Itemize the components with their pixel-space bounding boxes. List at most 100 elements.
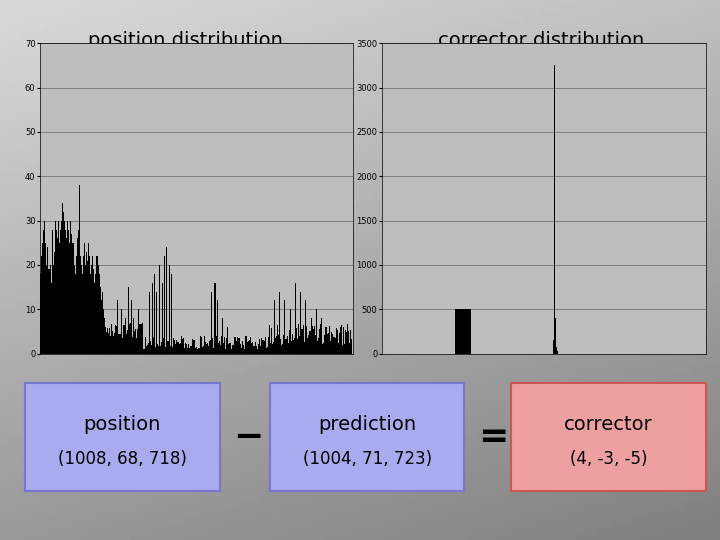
Bar (229, 343, 230, 354)
Bar (258, 345, 259, 354)
Text: −: − (233, 421, 264, 454)
Text: position distribution: position distribution (88, 31, 283, 50)
Text: (1008, 68, 718): (1008, 68, 718) (58, 450, 186, 468)
Bar (82, 274, 83, 354)
Bar (130, 323, 131, 354)
Bar (170, 346, 171, 354)
Bar (234, 336, 235, 354)
Text: corrector: corrector (564, 415, 653, 434)
Text: (1004, 71, 723): (1004, 71, 723) (302, 450, 432, 468)
Bar (187, 348, 189, 354)
Bar (189, 348, 191, 354)
Bar (249, 340, 250, 354)
Bar (136, 339, 138, 354)
Bar (156, 292, 157, 354)
Bar (85, 265, 86, 354)
Bar (96, 256, 97, 354)
Bar (312, 329, 314, 354)
Bar (109, 328, 110, 354)
Bar (57, 238, 58, 354)
Bar (149, 292, 150, 354)
Bar (168, 265, 170, 354)
Bar (194, 348, 196, 354)
Bar (326, 327, 327, 354)
Bar (254, 346, 255, 354)
Bar (327, 334, 328, 354)
Bar (201, 338, 202, 354)
Bar (280, 339, 282, 354)
Bar (251, 343, 252, 354)
Bar (152, 283, 153, 354)
Bar (42, 243, 43, 354)
Bar (113, 336, 114, 354)
Bar (46, 265, 48, 354)
Bar (335, 339, 336, 354)
Bar (148, 343, 149, 354)
Bar (310, 318, 312, 354)
Bar (198, 348, 199, 354)
Bar (155, 347, 156, 354)
Bar (75, 274, 76, 354)
Bar (287, 342, 289, 354)
Bar (55, 230, 57, 354)
Text: =: = (478, 421, 508, 454)
Bar (81, 265, 82, 354)
Bar (321, 318, 322, 354)
Bar (183, 338, 184, 354)
Bar (179, 345, 180, 354)
Bar (343, 327, 344, 354)
Bar (91, 265, 92, 354)
Bar (465, 309, 467, 354)
Bar (274, 300, 275, 354)
Bar (125, 318, 126, 354)
Bar (266, 347, 268, 354)
Bar (161, 342, 162, 354)
Bar (215, 336, 217, 354)
Bar (253, 346, 254, 354)
Bar (76, 238, 78, 354)
Bar (58, 221, 59, 354)
Bar (192, 340, 194, 354)
Bar (112, 331, 113, 354)
Bar (338, 333, 340, 354)
Bar (282, 344, 284, 354)
Bar (240, 348, 242, 354)
Bar (110, 335, 111, 354)
Bar (295, 283, 296, 354)
Bar (191, 346, 192, 354)
Bar (108, 333, 109, 354)
Text: (4, -3, -5): (4, -3, -5) (570, 450, 647, 468)
Text: prediction: prediction (318, 415, 416, 434)
Bar (52, 230, 53, 354)
Bar (186, 345, 187, 354)
Bar (41, 256, 42, 354)
Bar (132, 337, 133, 354)
Bar (255, 342, 256, 354)
Bar (238, 338, 240, 354)
Bar (43, 230, 45, 354)
Bar (298, 323, 299, 354)
Bar (94, 283, 96, 354)
Bar (263, 340, 264, 354)
Bar (60, 230, 61, 354)
Bar (462, 309, 463, 354)
Bar (278, 335, 279, 354)
Bar (333, 337, 335, 354)
Bar (264, 338, 266, 354)
Bar (556, 347, 557, 354)
Bar (160, 346, 161, 354)
Bar (126, 334, 127, 354)
Bar (337, 330, 338, 354)
Bar (228, 344, 229, 354)
Bar (166, 247, 168, 354)
Bar (59, 243, 60, 354)
Bar (463, 309, 464, 354)
Bar (331, 332, 333, 354)
Bar (279, 292, 280, 354)
Bar (291, 341, 292, 354)
Bar (297, 339, 298, 354)
Bar (227, 327, 228, 354)
Bar (164, 256, 166, 354)
Bar (163, 338, 164, 354)
Bar (138, 309, 139, 354)
